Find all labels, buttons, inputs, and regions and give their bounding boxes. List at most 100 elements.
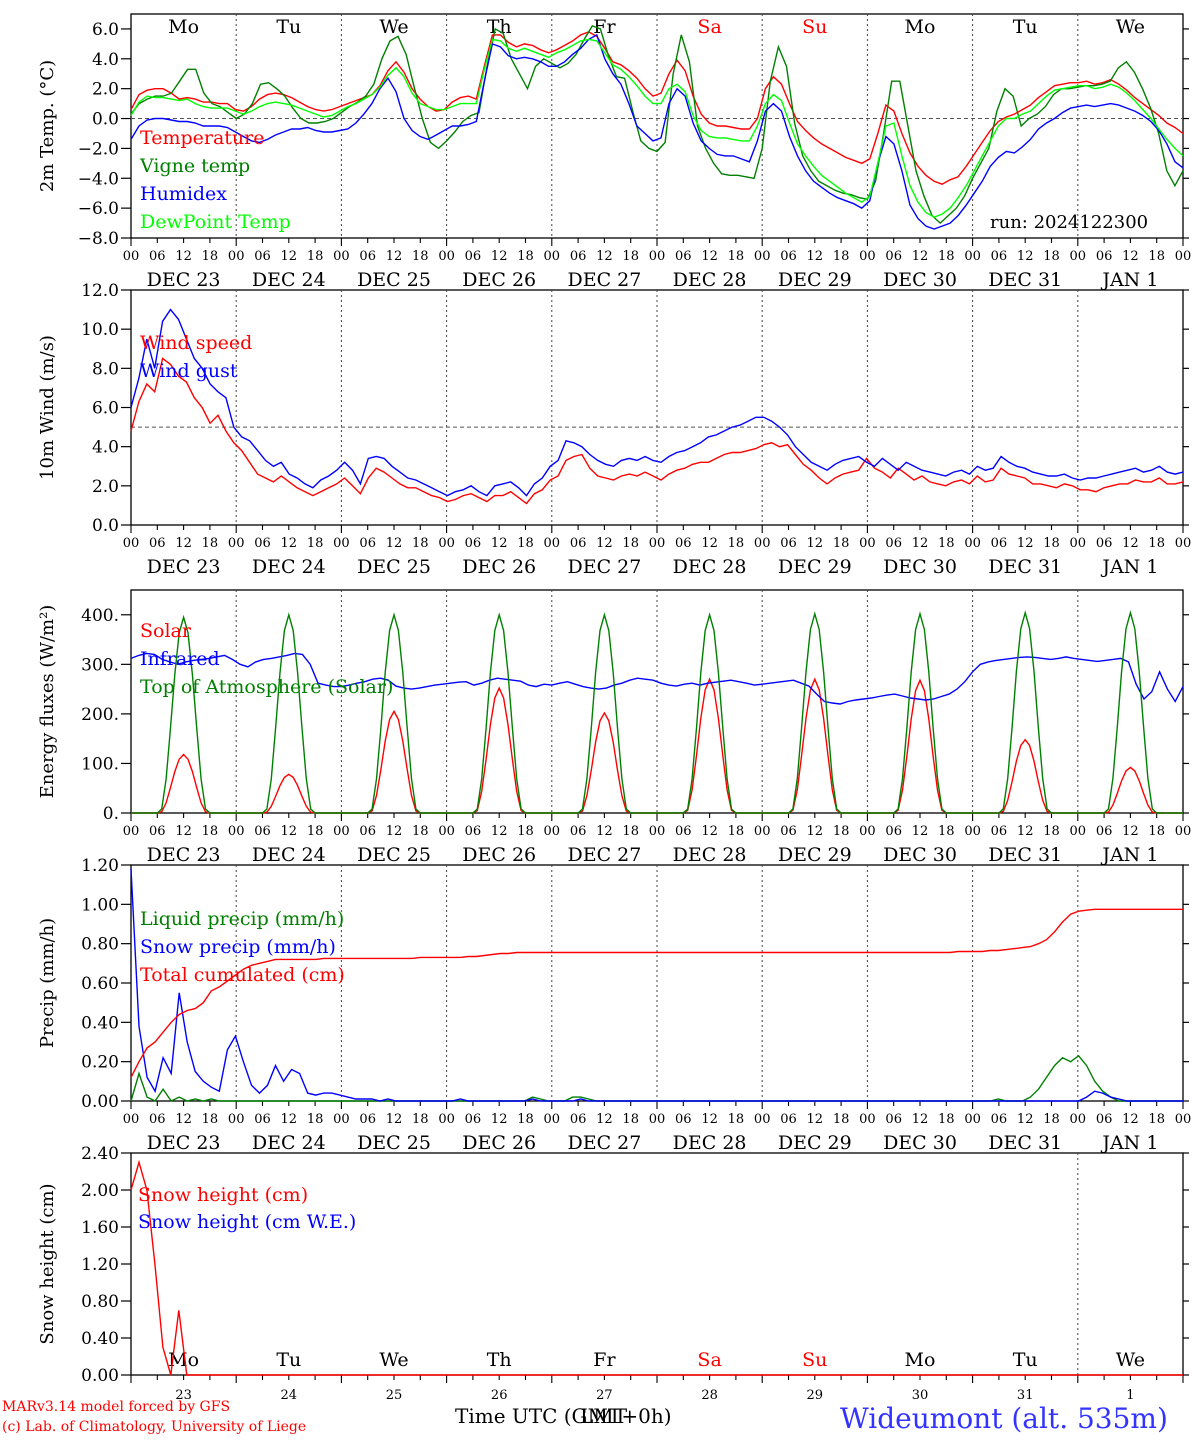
x-hour-label: 06 [359,249,376,264]
y-tick-label: 0.0 [92,110,119,130]
weekday-label: We [1116,1349,1145,1371]
series-line [130,357,1184,505]
y-axis-label: Precip (mm/h) [37,918,58,1048]
model-credit: MARv3.14 model forced by GFS (c) Lab. of… [2,1397,306,1437]
y-tick-label: 400. [81,606,119,626]
x-hour-label: 12 [1017,1112,1034,1127]
x-hour-label: 12 [701,536,718,551]
x-hour-label: 12 [807,1112,824,1127]
x-hour-label: 00 [754,536,771,551]
x-hour-label: 06 [254,249,271,264]
x-hour-label: 18 [833,536,850,551]
x-hour-label: 06 [465,249,482,264]
x-hour-label: 18 [517,1112,534,1127]
legend-entry: DewPoint Temp [140,211,291,233]
y-tick-label: 0.80 [81,1292,119,1312]
date-label: DEC 28 [673,844,747,866]
x-hour-label: 06 [780,249,797,264]
y-tick-label: −8.0 [78,229,119,249]
x-hour-label: 18 [622,1112,639,1127]
x-hour-label: 12 [912,249,929,264]
y-tick-label: 12.0 [81,281,119,301]
x-hour-label: 00 [964,249,981,264]
weekday-label: We [379,1349,408,1371]
date-label: JAN 1 [1100,269,1158,291]
x-hour-label: 06 [675,249,692,264]
weekday-label: We [379,16,408,38]
x-hour-label: 00 [754,824,771,839]
x-hour-label: 12 [1017,824,1034,839]
x-hour-label: 00 [649,1112,666,1127]
legend-entry: Wind gust [140,360,238,382]
x-hour-label: 12 [807,249,824,264]
date-label: DEC 24 [252,1132,326,1154]
weekday-label: Tu [276,16,301,38]
y-tick-label: 2.0 [92,477,119,497]
y-tick-label: 1.20 [81,1255,119,1275]
x-hour-label: 00 [859,824,876,839]
series-line [130,38,1184,218]
x-hour-label: 18 [1148,824,1165,839]
y-tick-label: 8.0 [92,359,119,379]
x-hour-label: 00 [649,824,666,839]
x-axis-title: Time UTC (GMT+0h) [455,1404,672,1428]
date-label: DEC 27 [567,556,641,578]
x-hour-label: 12 [386,249,403,264]
series-line [130,31,1184,185]
x-hour-label: 06 [359,824,376,839]
x-hour-label: 06 [991,249,1008,264]
legend-entry: Wind speed [140,332,252,354]
weekday-label: Sa [697,1349,721,1371]
date-label: DEC 23 [147,1132,221,1154]
y-tick-label: 200. [81,705,119,725]
weekday-label: Sa [697,16,721,38]
x-hour-label: 18 [622,249,639,264]
y-tick-label: 6.0 [92,20,119,40]
x-hour-label: 18 [412,824,429,839]
x-hour-label: 00 [1070,824,1087,839]
weekday-label: Tu [1013,16,1038,38]
x-hour-label: 06 [570,824,587,839]
x-hour-label: 06 [359,536,376,551]
credit-line: (c) Lab. of Climatology, University of L… [2,1419,307,1435]
x-hour-label: 12 [281,536,298,551]
date-label: DEC 27 [567,1132,641,1154]
legend-entry: Total cumulated (cm) [140,964,345,986]
date-label: DEC 25 [357,1132,431,1154]
x-hour-label: 00 [964,824,981,839]
x-hour-label: 06 [465,536,482,551]
x-hour-label: 18 [202,1112,219,1127]
x-hour-label: 18 [202,824,219,839]
legend-entry: Top of Atmosphere (Solar) [140,676,393,698]
x-hour-label: 00 [228,1112,245,1127]
x-hour-label: 00 [438,1112,455,1127]
x-hour-label: 12 [807,536,824,551]
x-hour-label: 00 [859,536,876,551]
y-tick-label: 0. [103,804,119,824]
date-label: DEC 30 [883,269,957,291]
x-hour-label: 00 [333,249,350,264]
x-hour-label: 06 [254,1112,271,1127]
legend-entry: Humidex [140,183,227,205]
x-hour-label: 12 [1122,824,1139,839]
x-hour-label: 12 [912,1112,929,1127]
y-axis-label: Snow height (cm) [37,1183,58,1344]
date-label: DEC 28 [673,269,747,291]
series-line [130,908,1183,1078]
date-label: JAN 1 [1100,1132,1158,1154]
day-number-label: 29 [807,1388,824,1403]
x-hour-label: 00 [333,1112,350,1127]
x-hour-label: 00 [649,536,666,551]
panel-4: 1.20 1.00 0.80 0.60 0.40 0.20 0.00 Precip (mm/h… [37,856,1191,1154]
x-hour-label: 18 [307,1112,324,1127]
x-hour-label: 18 [307,824,324,839]
x-hour-label: 18 [622,536,639,551]
weekday-label: Fr [593,16,616,38]
x-hour-label: 12 [912,824,929,839]
x-hour-label: 00 [228,249,245,264]
x-hour-label: 12 [175,536,192,551]
y-tick-label: 2.40 [81,1144,119,1164]
x-hour-label: 18 [1148,1112,1165,1127]
date-label: DEC 28 [673,556,747,578]
date-label: DEC 31 [988,844,1062,866]
